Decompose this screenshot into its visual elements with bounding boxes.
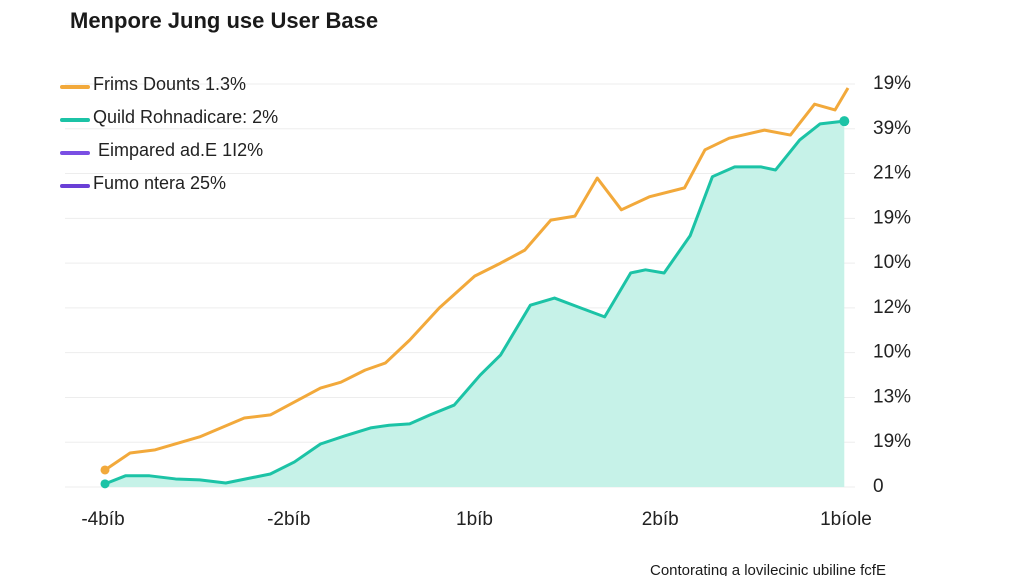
end-marker: [839, 116, 850, 127]
legend-label: Frims Dounts 1.3%: [93, 74, 246, 94]
x-tick-label: -2bíb: [267, 509, 310, 530]
x-tick-label: 1bíole: [820, 509, 872, 530]
y-tick-label: 19%: [873, 73, 911, 94]
chart-title: Menpore Jung use User Base: [70, 8, 378, 33]
end-marker: [100, 465, 110, 475]
legend-label: Eimpared ad.E 1I2%: [98, 140, 263, 160]
y-tick-label: 12%: [873, 297, 911, 318]
y-tick-label: 19%: [873, 207, 911, 228]
end-marker: [100, 479, 110, 489]
y-tick-label: 21%: [873, 163, 911, 184]
y-tick-label: 13%: [873, 386, 911, 407]
y-tick-label: 10%: [873, 342, 911, 363]
footnote: Contorating a lovilecinic ubiline fcfE: [650, 562, 886, 576]
x-tick-label: 1bíb: [456, 509, 493, 530]
y-tick-label: 39%: [873, 118, 911, 139]
y-tick-label: 19%: [873, 431, 911, 452]
x-tick-label: 2bíb: [642, 509, 679, 530]
legend-label: Quild Rohnadicare: 2%: [93, 107, 278, 127]
area: [105, 121, 845, 487]
y-tick-label: 0: [873, 476, 884, 497]
x-tick-label: -4bíb: [81, 509, 124, 530]
legend-label: Fumo ntera 25%: [93, 173, 226, 193]
line: [104, 87, 850, 472]
y-tick-label: 10%: [873, 252, 911, 273]
line: [104, 119, 845, 486]
